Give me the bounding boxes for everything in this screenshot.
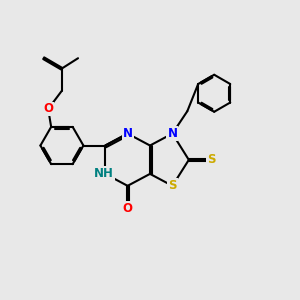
Text: O: O bbox=[123, 202, 133, 215]
Text: N: N bbox=[123, 127, 133, 140]
Text: N: N bbox=[167, 127, 177, 140]
Text: O: O bbox=[43, 103, 53, 116]
Text: NH: NH bbox=[94, 167, 114, 180]
Text: S: S bbox=[207, 153, 215, 167]
Text: S: S bbox=[168, 179, 177, 192]
